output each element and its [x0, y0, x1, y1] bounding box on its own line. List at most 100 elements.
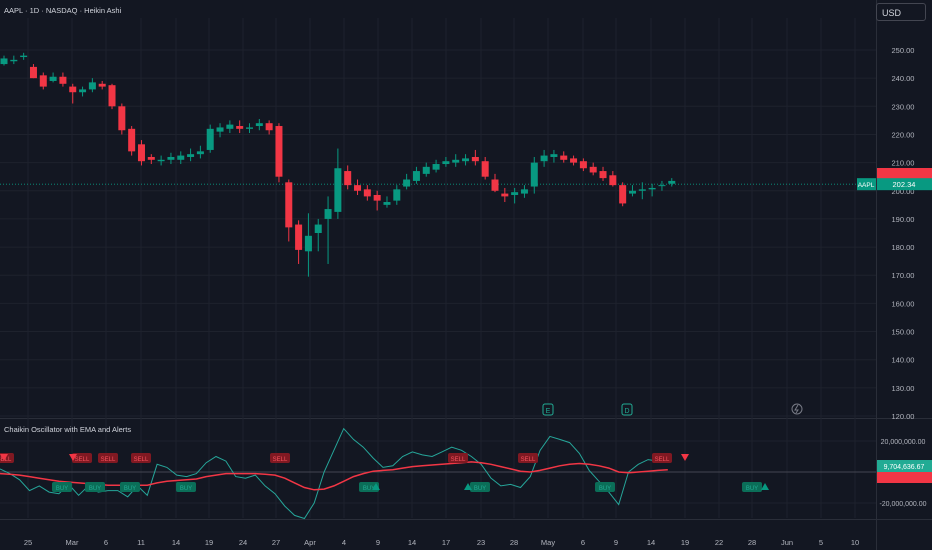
- event-marker: D: [621, 403, 633, 416]
- sell-signal: SELL: [652, 453, 672, 463]
- candle-body: [187, 154, 195, 157]
- candle-body: [481, 161, 489, 177]
- candle-body: [452, 159, 460, 163]
- price-axis-separator: [876, 0, 877, 550]
- buy-badge: [176, 482, 196, 492]
- candle-body: [226, 124, 234, 129]
- event-marker-letter: D: [624, 408, 629, 415]
- price-tick-label: 180.00: [892, 243, 915, 252]
- sell-signal: SELL: [72, 453, 92, 463]
- candle-body: [334, 168, 342, 212]
- time-tick-label: 5: [819, 538, 823, 547]
- candle-body: [589, 166, 597, 173]
- candle-body: [39, 75, 47, 87]
- sell-arrow-icon: [69, 454, 77, 461]
- candle-body: [520, 189, 528, 194]
- panel-separator: [0, 418, 932, 419]
- candle-body: [69, 86, 77, 93]
- candle-body: [177, 155, 185, 160]
- buy-badge-label: BUY: [746, 486, 758, 492]
- candle-body: [579, 161, 587, 169]
- split-event-icon: [791, 403, 803, 415]
- buy-signal: BUY: [120, 482, 140, 492]
- candle-body: [246, 127, 253, 129]
- price-tick-label: 130.00: [892, 384, 915, 393]
- buy-signal: BUY: [742, 482, 762, 492]
- sell-signal: SELL: [518, 453, 538, 463]
- price-tick-label: 170.00: [892, 271, 915, 280]
- buy-badge: [52, 482, 72, 492]
- time-tick-label: May: [541, 538, 555, 547]
- candle-body: [0, 58, 8, 65]
- time-tick-label: 27: [272, 538, 280, 547]
- candle-body: [363, 189, 371, 197]
- price-tick-label: 230.00: [892, 102, 915, 111]
- time-tick-label: 9: [376, 538, 380, 547]
- candle-body: [432, 164, 440, 170]
- price-tick-label: 200.00: [892, 187, 915, 196]
- candle-body: [501, 193, 509, 197]
- chart-title: AAPL · 1D · NASDAQ · Heikin Ashi: [4, 6, 122, 15]
- candle-body: [648, 187, 656, 190]
- osc-value-box: [877, 460, 932, 472]
- candle-body: [88, 82, 96, 90]
- buy-badge-label: BUY: [124, 486, 136, 492]
- sell-badge: [652, 453, 672, 463]
- time-tick-label: 23: [477, 538, 485, 547]
- candle-body: [196, 151, 204, 155]
- price-tick-label: 250.00: [892, 46, 915, 55]
- sell-signal: SELL: [98, 453, 118, 463]
- event-marker: E: [542, 403, 554, 416]
- candle-body: [442, 161, 450, 165]
- candle-body: [216, 127, 224, 132]
- time-tick-label: 14: [647, 538, 655, 547]
- candle-body: [118, 106, 126, 131]
- candle-body: [206, 128, 214, 150]
- time-tick-label: 28: [510, 538, 518, 547]
- time-tick-label: 4: [342, 538, 346, 547]
- price-tick-label: 190.00: [892, 215, 915, 224]
- sell-signal: SELL: [131, 453, 151, 463]
- candle-body: [393, 189, 401, 201]
- candle-body: [29, 66, 37, 79]
- sell-badge-label: SELL: [134, 457, 149, 463]
- candle-body: [304, 235, 312, 252]
- currency-button[interactable]: USD: [876, 3, 926, 21]
- sell-signal: SELL: [270, 453, 290, 463]
- candle-body: [79, 89, 87, 93]
- candle-body: [570, 158, 578, 163]
- candle-body: [147, 156, 155, 160]
- buy-badge-label: BUY: [599, 486, 611, 492]
- buy-signal: BUY: [595, 482, 615, 492]
- candle-body: [471, 156, 479, 162]
- event-marker-box: [621, 403, 633, 416]
- symbol-tag-label: AAPL: [858, 182, 875, 189]
- candle-body: [462, 158, 470, 162]
- buy-arrow-icon: [372, 483, 380, 490]
- price-tick-label: 210.00: [892, 159, 915, 168]
- osc-value-label: 9,704,636.67: [884, 464, 925, 471]
- buy-arrow-icon: [464, 483, 472, 490]
- candle-body: [560, 155, 568, 160]
- buy-badge: [742, 482, 762, 492]
- buy-badge-label: BUY: [474, 486, 486, 492]
- price-tick-label: 240.00: [892, 74, 915, 83]
- candle-body: [668, 180, 676, 184]
- candle-body: [412, 171, 420, 181]
- price-tick-label: 120.00: [892, 412, 915, 421]
- candle-body: [108, 85, 116, 107]
- time-tick-label: 14: [172, 538, 180, 547]
- candle-body: [344, 171, 352, 186]
- candle-body: [20, 55, 28, 58]
- indicator-title: Chaikin Oscillator with EMA and Alerts: [4, 425, 132, 434]
- sell-badge-label: SELL: [75, 457, 90, 463]
- candle-body: [98, 83, 106, 87]
- sell-badge-label: SELL: [0, 457, 12, 463]
- candle-body: [491, 179, 499, 191]
- candle-body: [49, 76, 57, 81]
- buy-badge: [595, 482, 615, 492]
- time-tick-label: Mar: [66, 538, 79, 547]
- candle-body: [373, 194, 381, 201]
- sell-badge: [98, 453, 118, 463]
